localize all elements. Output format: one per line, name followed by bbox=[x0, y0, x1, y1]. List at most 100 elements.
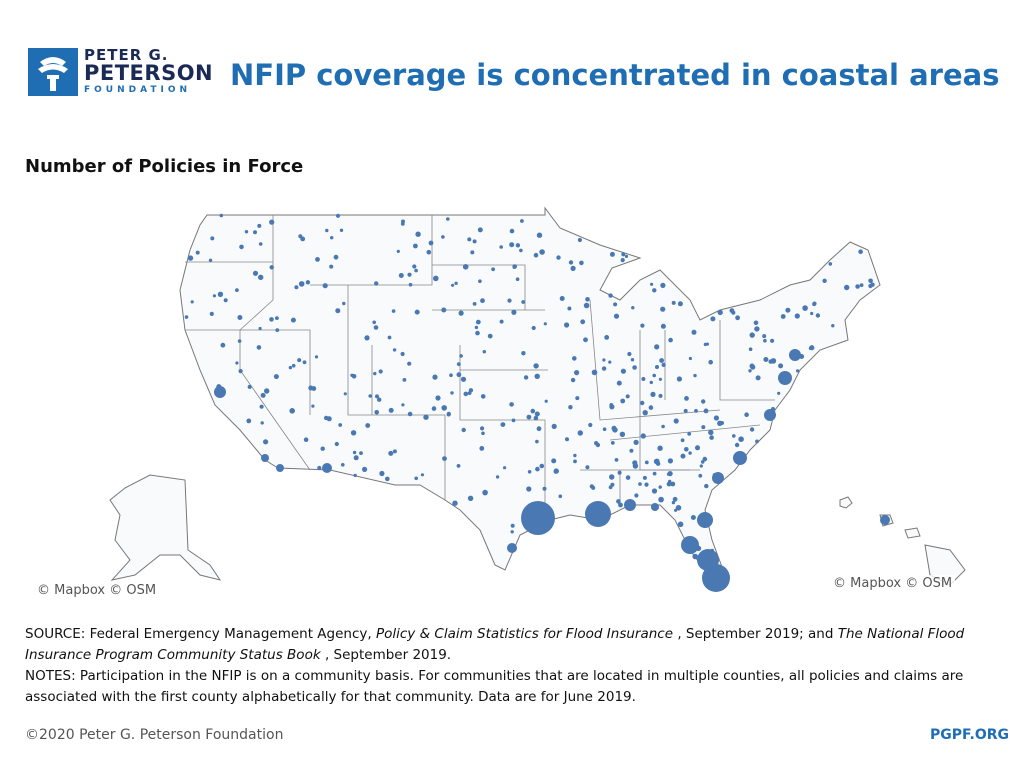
dot bbox=[648, 405, 654, 410]
dot bbox=[588, 422, 593, 428]
logo-mark bbox=[28, 48, 78, 96]
dot bbox=[339, 228, 344, 232]
dot bbox=[658, 485, 662, 489]
dot bbox=[263, 439, 269, 445]
dot bbox=[695, 445, 700, 451]
dot bbox=[482, 489, 488, 496]
dot bbox=[577, 430, 583, 436]
dot bbox=[676, 376, 683, 382]
dot bbox=[352, 450, 357, 455]
dot bbox=[475, 319, 481, 325]
dot bbox=[536, 426, 542, 432]
dot bbox=[491, 267, 495, 272]
dot bbox=[330, 236, 334, 240]
dot bbox=[515, 243, 521, 248]
dot bbox=[701, 425, 706, 430]
dot bbox=[478, 279, 482, 284]
dot bbox=[364, 335, 370, 341]
dot bbox=[683, 408, 688, 413]
dot bbox=[613, 313, 620, 319]
dot bbox=[414, 476, 419, 481]
dot bbox=[246, 418, 252, 424]
dot bbox=[495, 475, 500, 479]
dot bbox=[617, 470, 622, 475]
dot bbox=[738, 436, 744, 443]
state-lines bbox=[185, 215, 775, 520]
site-link[interactable]: PGPF.ORG bbox=[930, 727, 1010, 743]
dot bbox=[256, 345, 262, 350]
dot bbox=[616, 380, 622, 386]
dot bbox=[423, 414, 429, 420]
dot bbox=[317, 465, 322, 471]
dot bbox=[392, 348, 397, 352]
dot bbox=[311, 404, 315, 408]
dot bbox=[392, 449, 397, 454]
dot bbox=[261, 454, 269, 462]
logo-icon bbox=[38, 57, 68, 91]
dot bbox=[387, 335, 392, 340]
dot bbox=[353, 455, 359, 461]
dot bbox=[297, 358, 302, 363]
dot bbox=[748, 369, 752, 373]
dot bbox=[650, 391, 656, 397]
dot bbox=[322, 283, 328, 289]
dot bbox=[273, 374, 279, 380]
dot bbox=[407, 361, 412, 366]
dot bbox=[610, 482, 615, 487]
dot bbox=[709, 435, 714, 440]
dot bbox=[589, 484, 594, 489]
dot bbox=[692, 553, 698, 560]
dot bbox=[749, 332, 755, 338]
dot bbox=[601, 366, 607, 371]
dot bbox=[631, 306, 635, 310]
dot bbox=[212, 294, 216, 298]
dot bbox=[677, 301, 683, 307]
dot bbox=[608, 293, 613, 298]
dot bbox=[426, 249, 432, 255]
dot bbox=[372, 320, 377, 325]
dot bbox=[414, 309, 420, 315]
dot bbox=[407, 411, 413, 417]
dot bbox=[778, 363, 784, 369]
dot bbox=[559, 296, 565, 301]
dot bbox=[595, 442, 601, 448]
dot bbox=[190, 300, 194, 304]
dot bbox=[454, 281, 458, 285]
dot bbox=[640, 400, 645, 406]
dot bbox=[620, 368, 627, 374]
dot bbox=[334, 441, 339, 447]
dot bbox=[463, 391, 469, 397]
dot bbox=[642, 410, 648, 416]
dot bbox=[729, 308, 735, 313]
dot bbox=[468, 388, 474, 393]
dot bbox=[799, 354, 805, 359]
logo-text: PETERSON bbox=[84, 61, 214, 85]
dot bbox=[658, 496, 664, 503]
dot bbox=[510, 530, 514, 534]
dot bbox=[325, 228, 329, 233]
dot bbox=[625, 475, 631, 480]
dot bbox=[511, 309, 517, 315]
dot bbox=[749, 427, 755, 432]
dot bbox=[519, 248, 523, 253]
dot bbox=[703, 342, 708, 347]
dot bbox=[195, 250, 200, 255]
map bbox=[109, 206, 966, 592]
dot bbox=[831, 324, 835, 328]
dot bbox=[710, 548, 715, 553]
dot bbox=[379, 470, 385, 477]
dot bbox=[672, 496, 678, 502]
dot bbox=[462, 264, 469, 270]
dot bbox=[701, 399, 706, 404]
dot bbox=[315, 257, 320, 262]
dot bbox=[652, 373, 656, 378]
dot bbox=[533, 252, 539, 258]
dot bbox=[634, 493, 639, 498]
dot bbox=[702, 456, 708, 462]
dot bbox=[754, 326, 760, 332]
dot bbox=[717, 309, 723, 316]
dot bbox=[507, 298, 512, 303]
dot bbox=[732, 434, 736, 438]
dot bbox=[632, 365, 637, 370]
dot bbox=[509, 228, 515, 234]
